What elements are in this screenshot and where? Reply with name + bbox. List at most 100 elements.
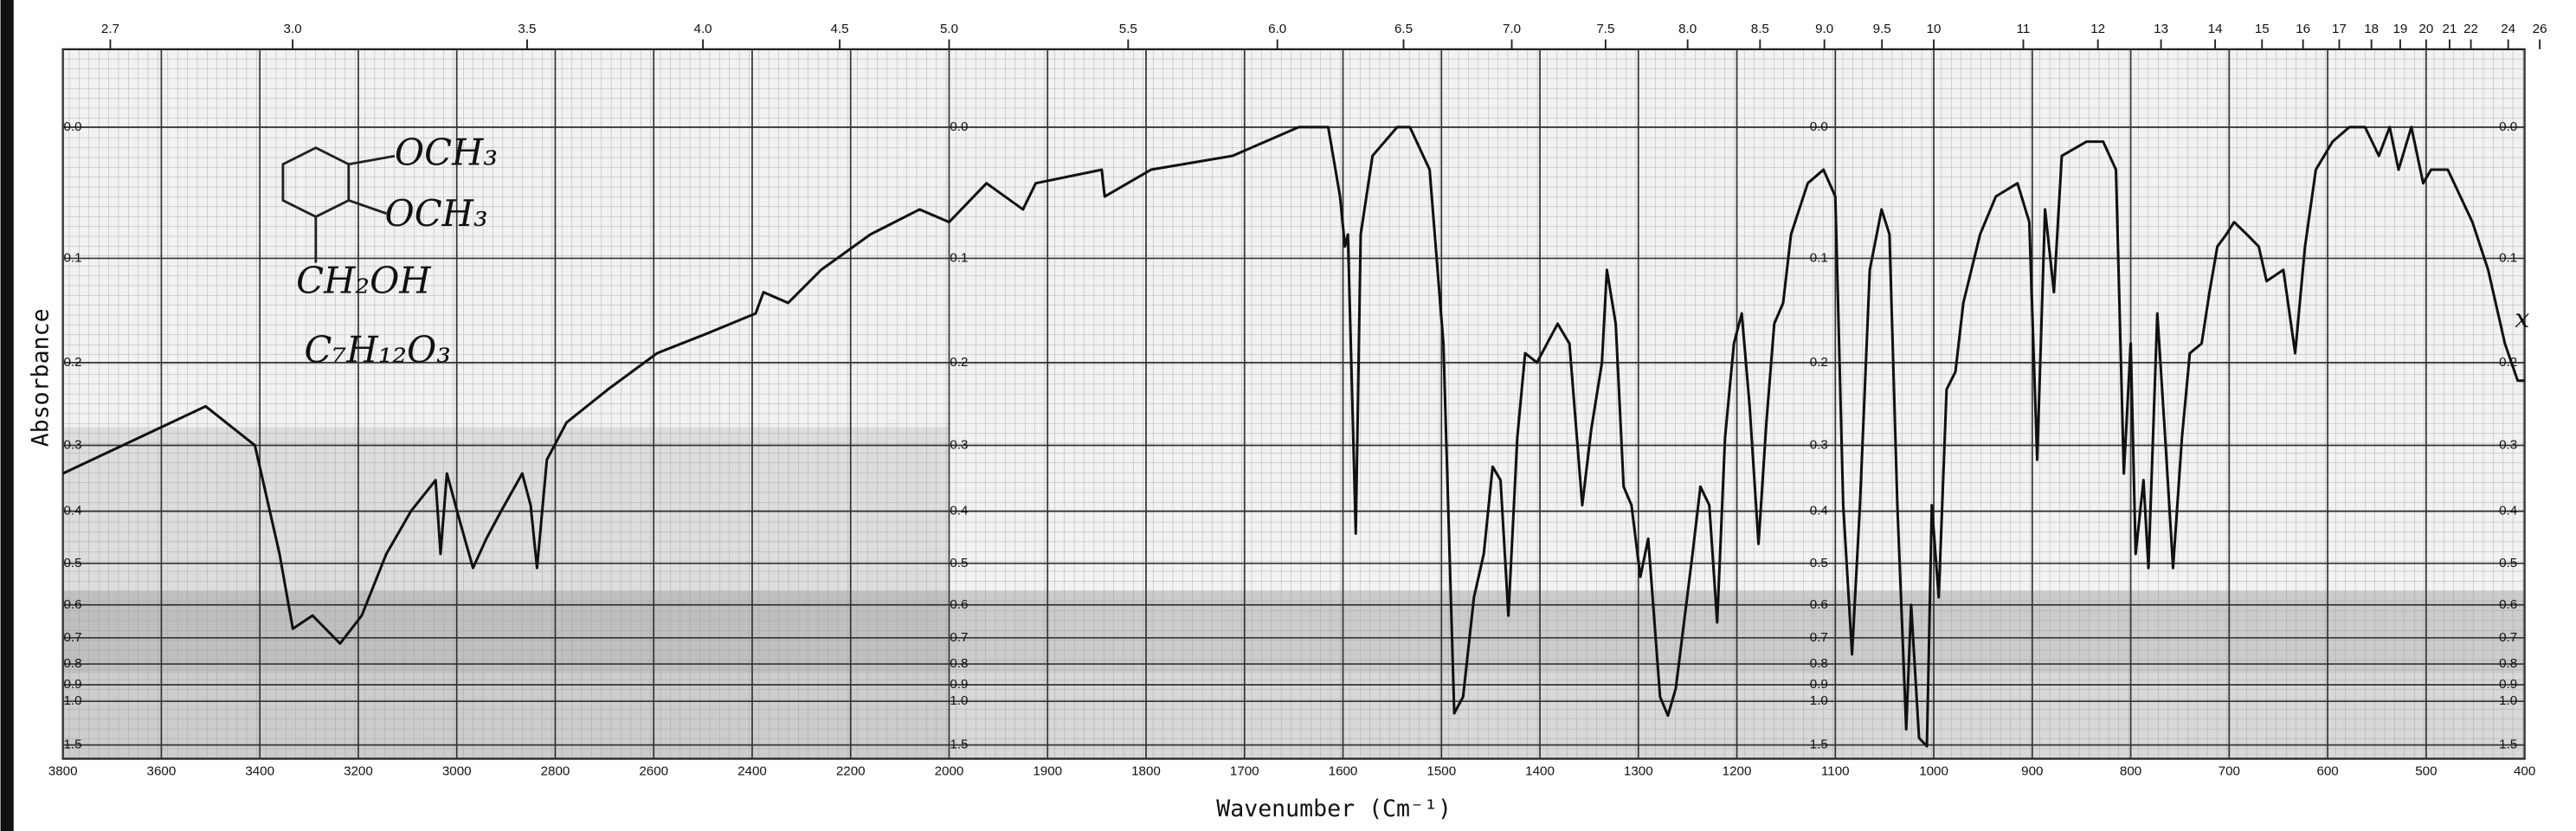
y-tick-label: 0.9	[64, 677, 82, 692]
x-tick-label: 1400	[1525, 764, 1555, 779]
x2-tick-label: 7.5	[1596, 22, 1614, 36]
x-tick-label: 1500	[1426, 764, 1456, 779]
y-tick-label: 0.7	[1810, 630, 1828, 645]
y-tick-label: 0.3	[2499, 437, 2517, 452]
y-tick-label: 0.8	[64, 656, 82, 671]
y-axis-title: Absorbance	[28, 308, 55, 447]
y-tick-label: 0.0	[64, 119, 82, 134]
x2-tick-label: 21	[2443, 22, 2457, 36]
x2-tick-label: 4.5	[831, 22, 849, 36]
y-tick-label: 0.0	[950, 119, 968, 134]
y-tick-label: 1.0	[64, 693, 82, 708]
y-tick-label: 1.0	[950, 693, 968, 708]
x-tick-label: 2800	[541, 764, 570, 779]
x2-tick-label: 8.5	[1751, 22, 1769, 36]
y-tick-label: 0.3	[1810, 437, 1828, 452]
x-tick-label: 3000	[442, 764, 472, 779]
y-tick-label: 0.2	[950, 355, 968, 370]
x-tick-label: 3400	[245, 764, 274, 779]
x2-tick-label: 6.5	[1394, 22, 1413, 36]
y-tick-label: 0.0	[2499, 119, 2517, 134]
x-tick-label: 1300	[1624, 764, 1653, 779]
x-tick-label: 2200	[836, 764, 866, 779]
annotation: x	[2515, 304, 2529, 334]
y-tick-label: 0.1	[1810, 250, 1828, 265]
x2-tick-label: 15	[2255, 22, 2270, 36]
y-tick-label: 1.5	[1810, 738, 1828, 752]
x-tick-label: 3800	[48, 764, 78, 779]
y-tick-label: 0.8	[950, 656, 968, 671]
x-tick-label: 400	[2514, 764, 2535, 779]
y-tick-label: 0.8	[2499, 656, 2517, 671]
y-tick-label: 0.5	[64, 556, 82, 570]
x2-tick-label: 13	[2154, 22, 2168, 36]
y-tick-label: 0.5	[950, 556, 968, 570]
x2-tick-label: 3.5	[518, 22, 536, 36]
x2-tick-label: 16	[2296, 22, 2310, 36]
x-tick-label: 1600	[1329, 764, 1358, 779]
x-tick-label: 1000	[1919, 764, 1948, 779]
x2-tick-label: 22	[2463, 22, 2478, 36]
y-tick-label: 0.7	[64, 630, 82, 645]
x-tick-label: 3200	[344, 764, 373, 779]
x-tick-label: 800	[2120, 764, 2141, 779]
y-tick-label: 0.9	[1810, 677, 1828, 692]
y-tick-label: 0.7	[2499, 630, 2517, 645]
y-tick-label: 1.5	[950, 738, 968, 752]
x-tick-label: 2000	[935, 764, 964, 779]
y-tick-label: 0.5	[2499, 556, 2517, 570]
y-tick-label: 0.2	[1810, 355, 1828, 370]
annotation: OCH₃	[385, 192, 488, 235]
x2-tick-label: 17	[2332, 22, 2347, 36]
x-tick-label: 500	[2415, 764, 2437, 779]
y-tick-label: 0.4	[950, 503, 968, 518]
x2-tick-label: 5.5	[1119, 22, 1137, 36]
x-tick-label: 2600	[639, 764, 668, 779]
x-tick-label: 3600	[147, 764, 177, 779]
y-tick-label: 0.4	[64, 503, 82, 518]
annotation: OCH₃	[395, 132, 498, 174]
x2-tick-label: 4.0	[694, 22, 712, 36]
y-tick-label: 0.9	[950, 677, 968, 692]
annotation: CH₂OH	[296, 260, 432, 302]
x2-tick-label: 5.0	[940, 22, 958, 36]
x2-tick-label: 24	[2501, 22, 2515, 36]
x2-tick-label: 26	[2533, 22, 2547, 36]
y-tick-label: 1.5	[2499, 738, 2517, 752]
y-tick-label: 0.6	[950, 597, 968, 612]
spectrum-line	[62, 126, 2525, 748]
x-tick-label: 1100	[1821, 764, 1850, 779]
x-axis-title: Wavenumber (Cm⁻¹)	[1216, 796, 1452, 822]
x-tick-label: 1900	[1033, 764, 1062, 779]
y-tick-label: 1.5	[64, 738, 82, 752]
y-tick-label: 0.3	[64, 437, 82, 452]
x2-tick-label: 2.7	[101, 22, 119, 36]
scan-edge	[0, 0, 14, 831]
y-tick-label: 0.1	[64, 250, 82, 265]
y-tick-label: 0.4	[2499, 503, 2517, 518]
annotation: C₇H₁₂O₃	[305, 328, 451, 370]
x2-tick-label: 9.5	[1873, 22, 1891, 36]
x-tick-label: 1700	[1230, 764, 1259, 779]
y-tick-label: 0.4	[1810, 503, 1828, 518]
y-tick-label: 0.6	[1810, 597, 1828, 612]
x-tick-label: 1800	[1131, 764, 1161, 779]
x2-tick-label: 6.0	[1268, 22, 1286, 36]
x-tick-label: 700	[2219, 764, 2240, 779]
y-tick-label: 0.7	[950, 630, 968, 645]
x2-tick-label: 19	[2392, 22, 2407, 36]
x2-tick-label: 7.0	[1503, 22, 1521, 36]
x2-tick-label: 9.0	[1815, 22, 1833, 36]
x2-tick-label: 3.0	[284, 22, 302, 36]
grid	[61, 39, 2541, 759]
x-tick-label: 1200	[1723, 764, 1752, 779]
y-tick-label: 1.0	[2499, 693, 2517, 708]
y-tick-label: 0.0	[1810, 119, 1828, 134]
y-tick-label: 0.2	[64, 355, 82, 370]
x2-tick-label: 12	[2090, 22, 2105, 36]
labels: 0.0 0.0 0.0 0.00.1 0.1 0.1 0.10.2 0.2 0.2 0.20.3 0…	[48, 22, 2547, 779]
x2-tick-label: 14	[2208, 22, 2223, 36]
y-tick-label: 0.6	[64, 597, 82, 612]
